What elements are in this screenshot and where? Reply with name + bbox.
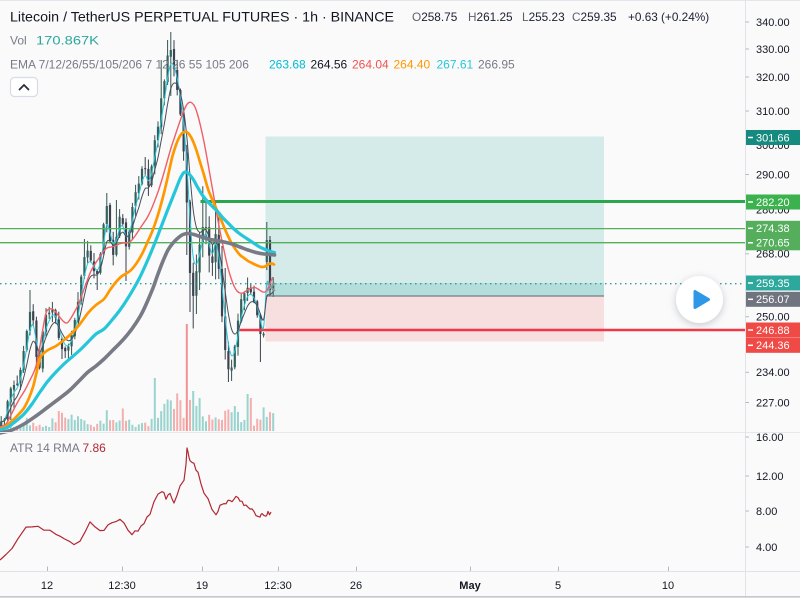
svg-text:L255.23: L255.23 <box>522 10 565 24</box>
svg-text:EMA 7/12/26/55/105/206 7 12 26: EMA 7/12/26/55/105/206 7 12 26 55 105 20… <box>10 58 249 72</box>
svg-text:320.00: 320.00 <box>756 72 790 84</box>
svg-text:267.61: 267.61 <box>437 58 474 72</box>
svg-text:268.00: 268.00 <box>756 249 790 261</box>
svg-text:5: 5 <box>555 580 561 592</box>
svg-text:26: 26 <box>350 580 362 592</box>
svg-text:12:30: 12:30 <box>264 580 292 592</box>
svg-text:264.40: 264.40 <box>394 58 431 72</box>
svg-text:19: 19 <box>196 580 208 592</box>
svg-text:259.35: 259.35 <box>756 278 790 290</box>
svg-text:16.00: 16.00 <box>756 432 784 444</box>
svg-text:246.88: 246.88 <box>756 325 790 337</box>
svg-text:270.65: 270.65 <box>756 238 790 250</box>
svg-text:266.95: 266.95 <box>478 58 515 72</box>
svg-text:12: 12 <box>41 580 53 592</box>
svg-text:12.00: 12.00 <box>756 471 784 483</box>
svg-text:170.867K: 170.867K <box>36 34 99 48</box>
svg-text:244.36: 244.36 <box>756 340 790 352</box>
svg-text:Vol: Vol <box>10 34 27 48</box>
svg-text:264.56: 264.56 <box>311 58 348 72</box>
svg-text:+0.63: +0.63 <box>628 10 658 24</box>
svg-text:301.66: 301.66 <box>756 132 790 144</box>
svg-text:234.00: 234.00 <box>756 367 790 379</box>
svg-text:256.07: 256.07 <box>756 294 790 306</box>
svg-text:4.00: 4.00 <box>756 542 777 554</box>
svg-text:O258.75: O258.75 <box>412 10 458 24</box>
svg-text:227.00: 227.00 <box>756 397 790 409</box>
svg-text:330.00: 330.00 <box>756 44 790 56</box>
svg-text:274.38: 274.38 <box>756 223 790 235</box>
svg-text:250.00: 250.00 <box>756 312 790 324</box>
svg-text:8.00: 8.00 <box>756 506 777 518</box>
svg-text:340.00: 340.00 <box>756 17 790 29</box>
svg-text:263.68: 263.68 <box>269 58 306 72</box>
svg-text:Litecoin / TetherUS PERPETUAL: Litecoin / TetherUS PERPETUAL FUTURES · … <box>10 9 394 25</box>
svg-text:H261.25: H261.25 <box>468 10 513 24</box>
svg-text:12:30: 12:30 <box>108 580 136 592</box>
svg-text:(+0.24%): (+0.24%) <box>661 10 709 24</box>
svg-text:264.04: 264.04 <box>352 58 389 72</box>
svg-text:C259.35: C259.35 <box>572 10 617 24</box>
svg-text:May: May <box>459 580 481 592</box>
svg-text:10: 10 <box>662 580 674 592</box>
svg-text:282.20: 282.20 <box>756 197 790 209</box>
svg-text:290.00: 290.00 <box>756 169 790 181</box>
svg-text:310.00: 310.00 <box>756 106 790 118</box>
svg-text:ATR 14 RMA 7.86: ATR 14 RMA 7.86 <box>10 441 106 455</box>
